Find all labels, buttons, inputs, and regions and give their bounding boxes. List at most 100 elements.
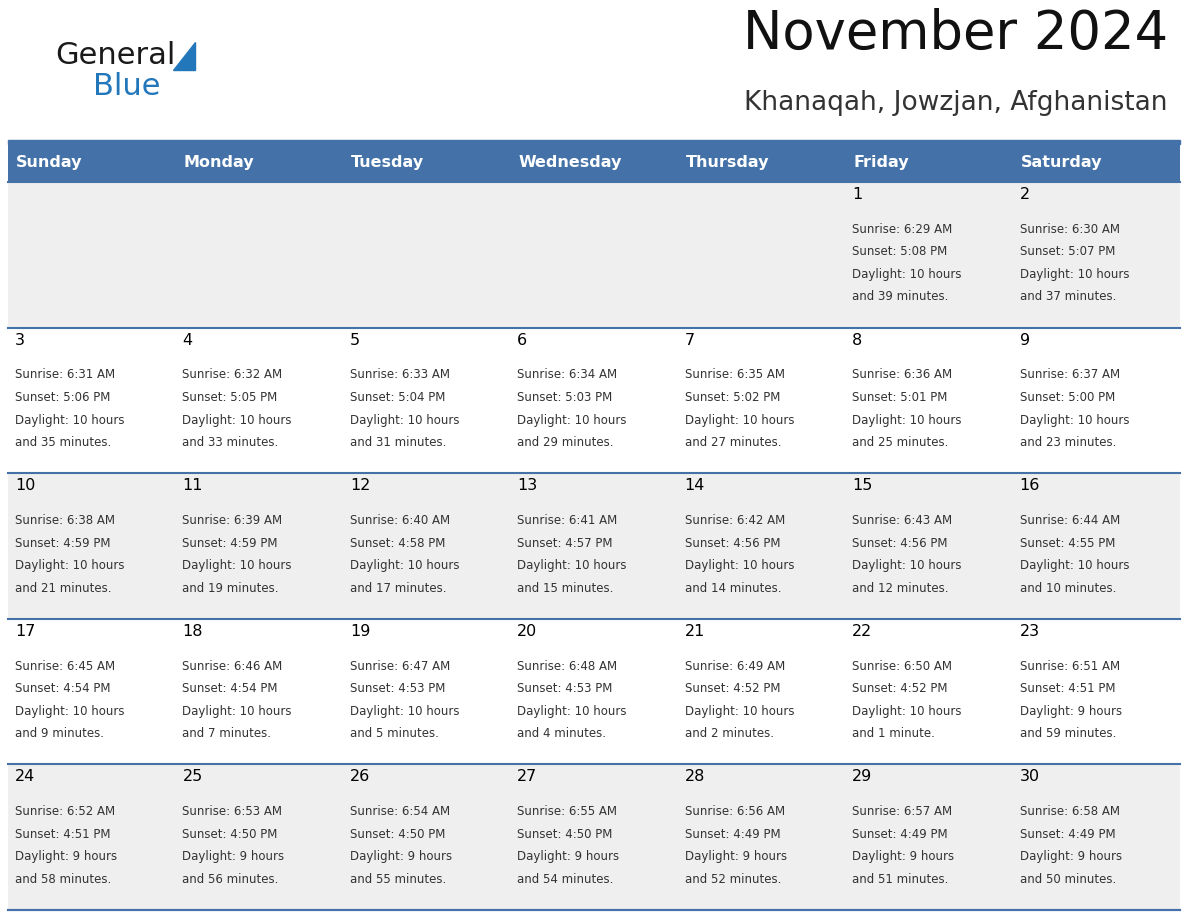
Text: and 7 minutes.: and 7 minutes. xyxy=(183,727,271,740)
Text: 13: 13 xyxy=(517,478,537,493)
Text: and 21 minutes.: and 21 minutes. xyxy=(15,582,112,595)
Text: Daylight: 10 hours: Daylight: 10 hours xyxy=(183,705,292,718)
Text: 29: 29 xyxy=(852,769,872,784)
Text: Sunset: 5:04 PM: Sunset: 5:04 PM xyxy=(349,391,446,404)
Text: 17: 17 xyxy=(15,624,36,639)
Text: Sunrise: 6:29 AM: Sunrise: 6:29 AM xyxy=(852,223,953,236)
Text: Sunrise: 6:40 AM: Sunrise: 6:40 AM xyxy=(349,514,450,527)
Text: Daylight: 9 hours: Daylight: 9 hours xyxy=(183,850,285,863)
Text: and 29 minutes.: and 29 minutes. xyxy=(517,436,614,449)
Bar xyxy=(1012,765,1180,910)
Text: Sunrise: 6:39 AM: Sunrise: 6:39 AM xyxy=(183,514,283,527)
Bar xyxy=(8,765,176,910)
Bar xyxy=(176,619,343,765)
Bar xyxy=(511,144,677,182)
Text: 3: 3 xyxy=(15,332,25,348)
Text: and 12 minutes.: and 12 minutes. xyxy=(852,582,949,595)
Text: Sunset: 5:00 PM: Sunset: 5:00 PM xyxy=(1019,391,1114,404)
Text: 4: 4 xyxy=(183,332,192,348)
Text: 27: 27 xyxy=(517,769,537,784)
Text: Khanaqah, Jowzjan, Afghanistan: Khanaqah, Jowzjan, Afghanistan xyxy=(745,90,1168,116)
Text: Thursday: Thursday xyxy=(685,155,769,171)
Bar xyxy=(677,619,845,765)
Text: General: General xyxy=(55,41,176,70)
Text: 12: 12 xyxy=(349,478,371,493)
Text: 25: 25 xyxy=(183,769,203,784)
Text: 28: 28 xyxy=(684,769,706,784)
Text: 10: 10 xyxy=(15,478,36,493)
Bar xyxy=(845,182,1012,328)
Text: Wednesday: Wednesday xyxy=(518,155,621,171)
Bar xyxy=(176,473,343,619)
Bar xyxy=(176,765,343,910)
Text: Sunset: 5:03 PM: Sunset: 5:03 PM xyxy=(517,391,613,404)
Text: and 39 minutes.: and 39 minutes. xyxy=(852,290,948,304)
Bar xyxy=(8,619,176,765)
Text: Sunrise: 6:53 AM: Sunrise: 6:53 AM xyxy=(183,805,283,818)
Bar xyxy=(1012,144,1180,182)
Text: and 35 minutes.: and 35 minutes. xyxy=(15,436,112,449)
Text: and 37 minutes.: and 37 minutes. xyxy=(1019,290,1116,304)
Bar xyxy=(343,182,511,328)
Text: Sunrise: 6:42 AM: Sunrise: 6:42 AM xyxy=(684,514,785,527)
Text: and 14 minutes.: and 14 minutes. xyxy=(684,582,782,595)
Bar xyxy=(677,473,845,619)
Text: Sunset: 4:53 PM: Sunset: 4:53 PM xyxy=(517,682,613,695)
Text: 19: 19 xyxy=(349,624,371,639)
Text: Daylight: 10 hours: Daylight: 10 hours xyxy=(349,705,460,718)
Text: Daylight: 10 hours: Daylight: 10 hours xyxy=(684,705,795,718)
Text: Saturday: Saturday xyxy=(1020,155,1102,171)
Bar xyxy=(845,328,1012,473)
Polygon shape xyxy=(173,42,195,70)
Text: Daylight: 10 hours: Daylight: 10 hours xyxy=(517,559,627,572)
Text: Sunset: 4:54 PM: Sunset: 4:54 PM xyxy=(183,682,278,695)
Text: and 54 minutes.: and 54 minutes. xyxy=(517,873,614,886)
Text: Sunrise: 6:47 AM: Sunrise: 6:47 AM xyxy=(349,659,450,673)
Bar xyxy=(1012,619,1180,765)
Text: Daylight: 10 hours: Daylight: 10 hours xyxy=(183,559,292,572)
Bar xyxy=(8,182,176,328)
Bar xyxy=(511,765,677,910)
Bar xyxy=(511,619,677,765)
Text: 22: 22 xyxy=(852,624,872,639)
Bar xyxy=(845,144,1012,182)
Text: Sunset: 4:59 PM: Sunset: 4:59 PM xyxy=(15,536,110,550)
Text: Sunrise: 6:46 AM: Sunrise: 6:46 AM xyxy=(183,659,283,673)
Text: and 9 minutes.: and 9 minutes. xyxy=(15,727,105,740)
Text: Sunset: 5:08 PM: Sunset: 5:08 PM xyxy=(852,245,947,258)
Text: and 2 minutes.: and 2 minutes. xyxy=(684,727,773,740)
Text: Sunrise: 6:50 AM: Sunrise: 6:50 AM xyxy=(852,659,952,673)
Text: 16: 16 xyxy=(1019,478,1040,493)
Bar xyxy=(1012,328,1180,473)
Text: 8: 8 xyxy=(852,332,862,348)
Text: Daylight: 10 hours: Daylight: 10 hours xyxy=(15,413,125,427)
Bar xyxy=(8,473,176,619)
Text: Sunrise: 6:33 AM: Sunrise: 6:33 AM xyxy=(349,368,450,381)
Text: Daylight: 10 hours: Daylight: 10 hours xyxy=(1019,268,1129,281)
Text: Sunset: 5:06 PM: Sunset: 5:06 PM xyxy=(15,391,110,404)
Text: Sunset: 4:59 PM: Sunset: 4:59 PM xyxy=(183,536,278,550)
Text: and 51 minutes.: and 51 minutes. xyxy=(852,873,948,886)
Text: 23: 23 xyxy=(1019,624,1040,639)
Text: Sunset: 4:51 PM: Sunset: 4:51 PM xyxy=(1019,682,1116,695)
Text: and 23 minutes.: and 23 minutes. xyxy=(1019,436,1116,449)
Text: Sunrise: 6:36 AM: Sunrise: 6:36 AM xyxy=(852,368,953,381)
Text: Sunset: 4:55 PM: Sunset: 4:55 PM xyxy=(1019,536,1116,550)
Text: 30: 30 xyxy=(1019,769,1040,784)
Text: Daylight: 10 hours: Daylight: 10 hours xyxy=(684,413,795,427)
Text: Daylight: 9 hours: Daylight: 9 hours xyxy=(517,850,619,863)
Text: 20: 20 xyxy=(517,624,537,639)
Text: Sunrise: 6:48 AM: Sunrise: 6:48 AM xyxy=(517,659,618,673)
Text: Tuesday: Tuesday xyxy=(350,155,424,171)
Text: and 50 minutes.: and 50 minutes. xyxy=(1019,873,1116,886)
Text: Sunset: 4:51 PM: Sunset: 4:51 PM xyxy=(15,828,110,841)
Text: Daylight: 10 hours: Daylight: 10 hours xyxy=(852,268,961,281)
Text: Daylight: 10 hours: Daylight: 10 hours xyxy=(349,559,460,572)
Text: Daylight: 9 hours: Daylight: 9 hours xyxy=(684,850,786,863)
Bar xyxy=(8,328,176,473)
Text: and 31 minutes.: and 31 minutes. xyxy=(349,436,447,449)
Text: Sunrise: 6:54 AM: Sunrise: 6:54 AM xyxy=(349,805,450,818)
Bar xyxy=(677,328,845,473)
Bar xyxy=(1012,182,1180,328)
Text: 11: 11 xyxy=(183,478,203,493)
